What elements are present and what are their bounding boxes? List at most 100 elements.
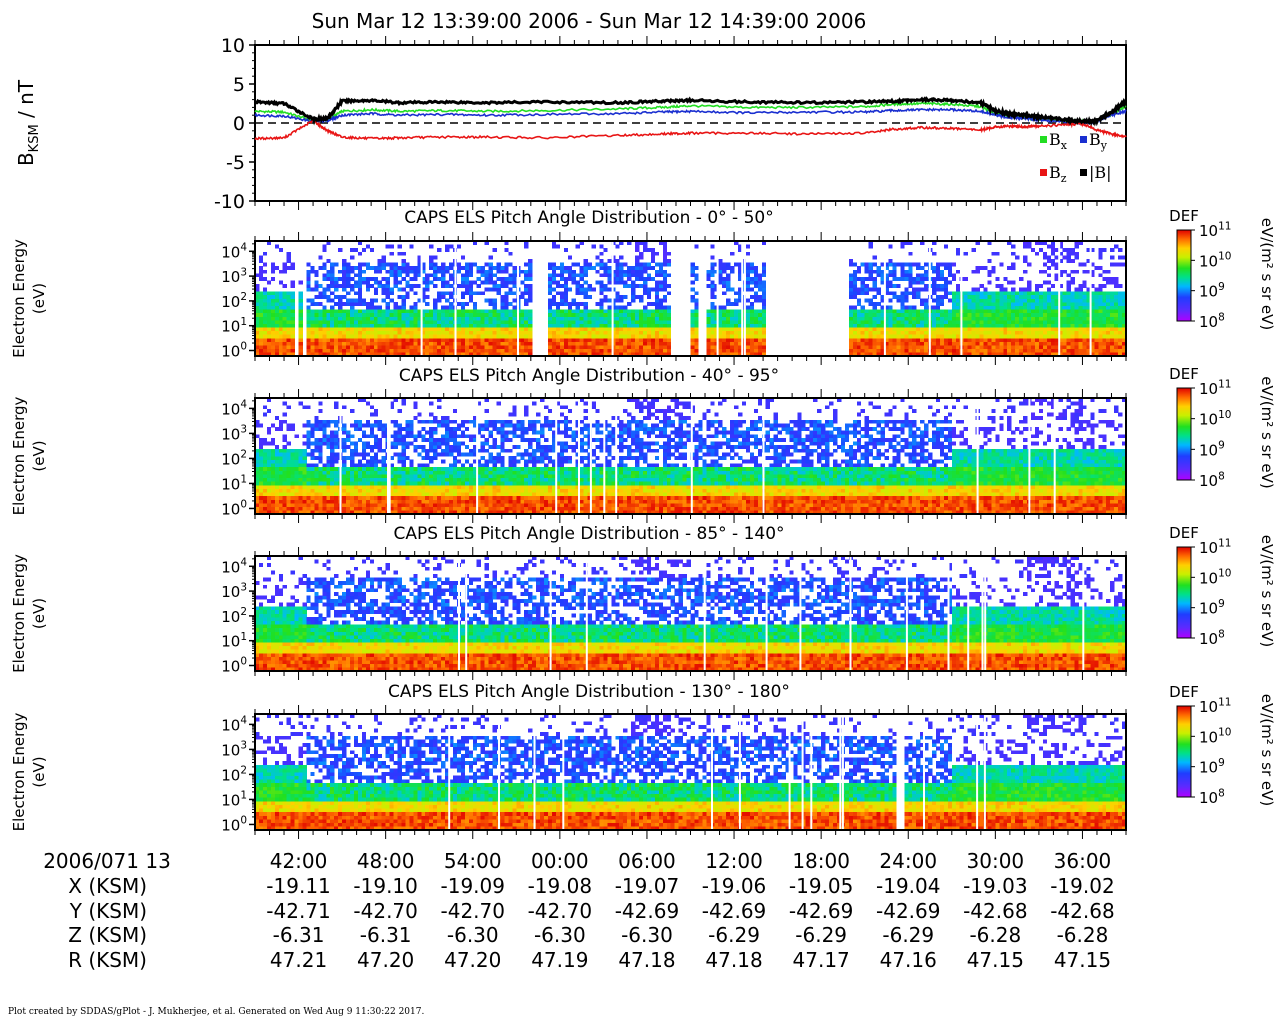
data-cell [318, 327, 323, 332]
data-cell [868, 273, 873, 278]
data-cell [393, 309, 398, 314]
data-cell [694, 323, 699, 328]
data-cell [1030, 302, 1036, 306]
data-cell [999, 298, 1004, 303]
data-cell [330, 470, 335, 475]
data-cell [302, 510, 307, 515]
data-cell [947, 334, 953, 339]
legend-swatch [1040, 136, 1047, 143]
data-cell [373, 466, 379, 471]
data-cell [286, 495, 291, 500]
data-cell [342, 348, 347, 353]
data-cell [955, 269, 961, 274]
data-cell [1118, 320, 1123, 324]
data-cell [579, 302, 584, 306]
data-cell [270, 312, 276, 317]
data-cell [1054, 255, 1059, 260]
data-cell [951, 309, 957, 314]
data-cell [639, 312, 644, 317]
data-cell [361, 338, 367, 342]
data-cell [1023, 244, 1028, 249]
data-cell [1062, 330, 1067, 335]
data-cell [1019, 294, 1024, 299]
data-cell [666, 251, 672, 256]
data-cell [753, 309, 759, 314]
data-cell [551, 244, 557, 249]
data-cell [322, 463, 327, 468]
data-cell [460, 273, 466, 278]
data-cell [270, 345, 276, 350]
data-cell [864, 334, 869, 339]
data-cell [437, 291, 442, 296]
data-cell [413, 291, 418, 296]
data-cell [888, 348, 893, 353]
data-cell [270, 334, 276, 339]
data-cell [642, 269, 648, 274]
data-cell [524, 316, 529, 321]
data-cell [868, 269, 873, 274]
data-cell [298, 323, 303, 328]
data-cell [286, 352, 291, 357]
data-cell [587, 348, 592, 353]
data-cell [864, 284, 869, 289]
data-cell [939, 345, 945, 350]
data-cell [524, 312, 529, 317]
data-cell [884, 330, 889, 335]
data-cell [991, 291, 996, 296]
data-cell [350, 408, 355, 413]
data-cell [504, 302, 509, 306]
data-cell [623, 320, 628, 324]
data-cell [706, 320, 711, 324]
data-cell [615, 294, 620, 299]
data-cell [330, 434, 335, 439]
data-cell [449, 309, 454, 314]
data-cell [365, 280, 371, 285]
data-cell [377, 499, 382, 504]
data-cell [270, 448, 276, 453]
data-cell [278, 506, 284, 511]
data-cell [528, 294, 533, 299]
data-cell [888, 309, 893, 314]
data-cell [718, 345, 723, 350]
data-cell [1102, 298, 1107, 303]
data-cell [860, 262, 865, 267]
data-cell [306, 298, 311, 303]
data-cell [282, 334, 287, 339]
data-cell [1011, 309, 1016, 314]
data-cell [1122, 262, 1127, 267]
data-cell [266, 323, 272, 328]
data-cell [1110, 309, 1115, 314]
data-cell [904, 298, 909, 303]
data-cell [1062, 316, 1067, 321]
data-dropout [743, 241, 746, 356]
data-cell [991, 345, 996, 350]
data-cell [1110, 345, 1115, 350]
data-cell [646, 309, 652, 314]
data-cell [306, 437, 311, 442]
mag-ytick-label: -5 [226, 152, 245, 174]
data-cell [924, 262, 929, 267]
data-cell [1098, 327, 1103, 332]
data-cell [555, 330, 561, 335]
data-cell [646, 302, 652, 306]
data-cell [409, 334, 414, 339]
data-cell [1034, 323, 1040, 328]
data-cell [433, 276, 438, 281]
data-cell [365, 401, 371, 406]
data-cell [1003, 276, 1008, 281]
data-cell [975, 266, 980, 271]
data-cell [551, 341, 557, 346]
data-cell [1110, 320, 1115, 324]
data-cell [650, 258, 656, 263]
data-cell [1058, 348, 1063, 353]
data-cell [718, 316, 723, 321]
data-cell [504, 341, 509, 346]
data-cell [520, 280, 525, 285]
data-cell [567, 334, 573, 339]
data-cell [401, 298, 406, 303]
data-cell [342, 258, 347, 263]
data-cell [868, 298, 873, 303]
data-cell [1074, 341, 1079, 346]
data-cell [896, 298, 901, 303]
data-cell [943, 348, 949, 353]
